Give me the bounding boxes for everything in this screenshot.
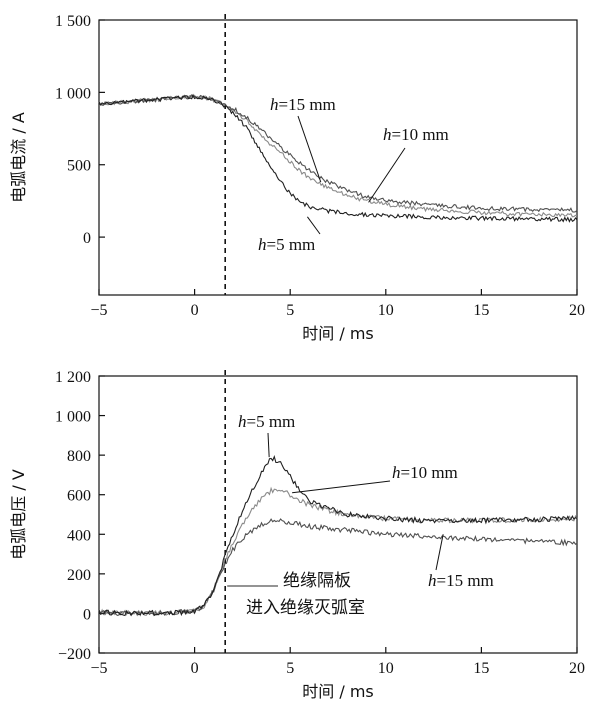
series-label: h=15 mm	[428, 571, 494, 590]
y-tick-label: 500	[67, 158, 91, 175]
series-label: h=10 mm	[383, 125, 449, 144]
label-leader-line	[307, 216, 321, 235]
y-tick-label: 1 200	[55, 369, 91, 386]
x-tick-label: 0	[191, 302, 199, 319]
series-line-h-15-mm	[98, 518, 578, 617]
label-leader-line	[368, 147, 406, 203]
y-axis-label: 电弧电压 / V	[9, 469, 28, 560]
x-tick-label: −5	[90, 302, 107, 319]
series-label: h=15 mm	[270, 95, 336, 114]
x-tick-label: 10	[378, 302, 394, 319]
x-tick-label: 15	[473, 660, 489, 677]
series-label: h=10 mm	[392, 463, 458, 482]
series-line-h-5-mm	[98, 455, 578, 617]
x-tick-label: −5	[90, 660, 107, 677]
y-axis-label: 电弧电流 / A	[9, 112, 28, 203]
y-tick-label: 0	[83, 606, 91, 623]
y-tick-label: −200	[58, 646, 91, 663]
annotation-enter-chamber: 进入绝缘灭弧室	[246, 598, 365, 618]
y-tick-label: 200	[67, 567, 91, 584]
x-tick-label: 15	[473, 302, 489, 319]
x-tick-label: 20	[569, 660, 585, 677]
x-axis-label: 时间 / ms	[302, 324, 374, 343]
label-leader-line	[435, 534, 444, 571]
plot-frame	[98, 19, 578, 296]
series-line-h-5-mm	[98, 93, 578, 223]
label-leader-line	[297, 115, 322, 183]
series-line-h-15-mm	[98, 94, 578, 213]
x-axis-label: 时间 / ms	[302, 682, 374, 701]
y-tick-label: 400	[67, 527, 91, 544]
series-line-h-10-mm	[98, 94, 578, 218]
label-leader-line	[292, 480, 391, 494]
voltage-chart: −5 0 5 10 15 20 −200 0 200 400 600 800 1 000 1 200 时间 …	[9, 369, 585, 701]
y-tick-label: 1 000	[55, 85, 91, 102]
x-tick-label: 5	[286, 302, 294, 319]
plot-frame	[98, 375, 578, 654]
y-tick-label: 600	[67, 488, 91, 505]
series-label: h=5 mm	[258, 235, 315, 254]
current-chart: −5 0 5 10 15 20 0 500 1 000 1 500 时间 / ms 电弧电流 / A h…	[9, 13, 585, 343]
y-tick-label: 0	[83, 230, 91, 247]
y-tick-label: 1 500	[55, 13, 91, 30]
y-tick-label: 1 000	[55, 409, 91, 426]
x-tick-label: 10	[378, 660, 394, 677]
series-line-h-10-mm	[98, 486, 578, 616]
label-leader-line	[267, 432, 270, 458]
x-tick-label: 0	[191, 660, 199, 677]
y-tick-label: 800	[67, 448, 91, 465]
annotation-insulation-plate: 绝缘隔板	[283, 571, 351, 591]
series-label: h=5 mm	[238, 412, 295, 431]
x-tick-label: 20	[569, 302, 585, 319]
x-tick-label: 5	[286, 660, 294, 677]
